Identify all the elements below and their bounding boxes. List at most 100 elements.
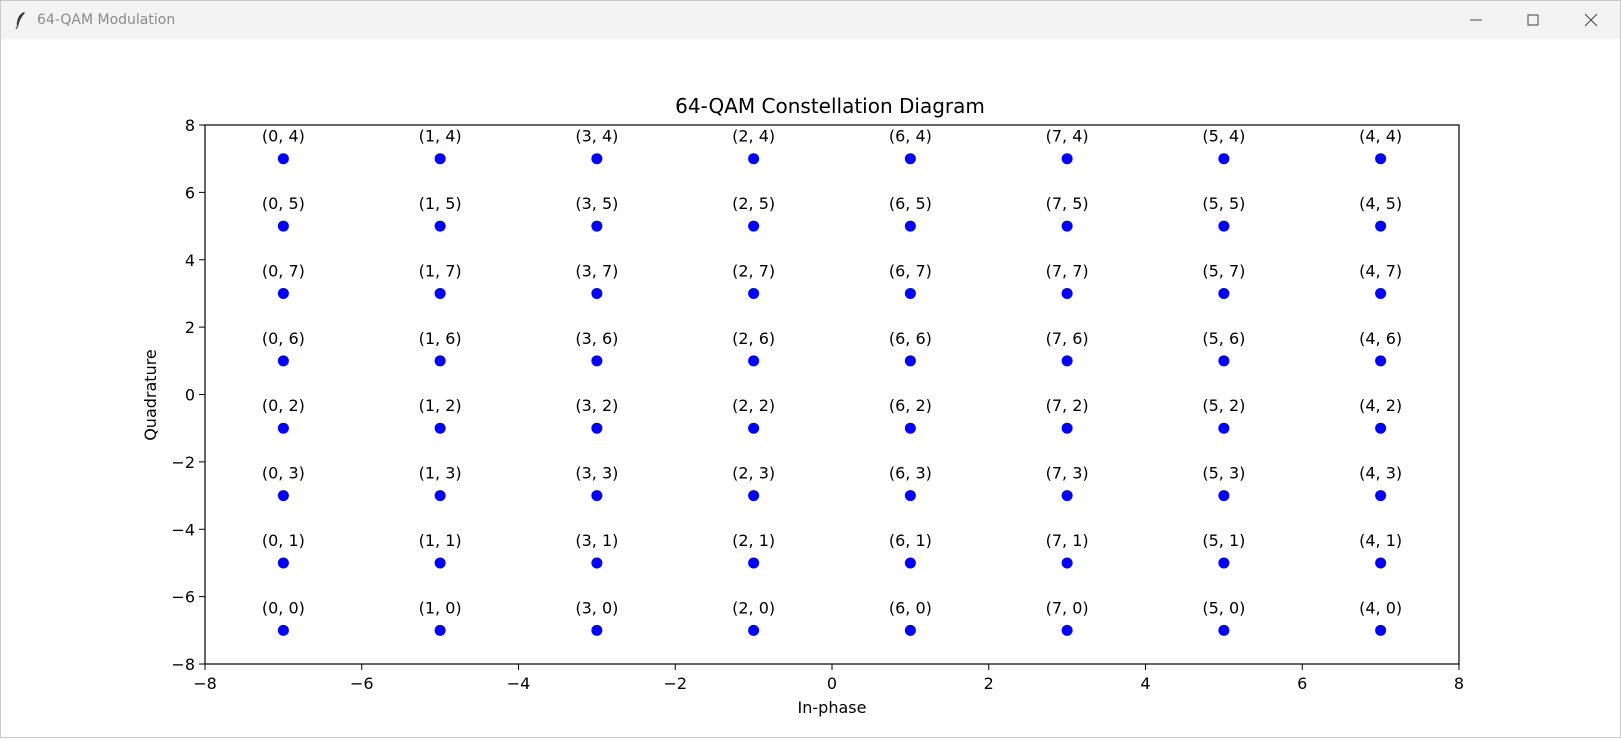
x-tick-label: −6	[350, 674, 374, 693]
point-label: (6, 3)	[889, 464, 932, 483]
data-point	[277, 220, 289, 232]
point-label: (3, 1)	[575, 531, 618, 550]
chart-marks: (0, 4) (1, 4) (3, 4) (2, 4) (6, 4) (7, 4) (5, …	[262, 127, 1402, 636]
point-label: (1, 4)	[419, 127, 462, 146]
data-point	[1061, 422, 1073, 434]
x-axis-label: In-phase	[798, 698, 867, 717]
point-label: (0, 5)	[262, 194, 305, 213]
point-label: (1, 3)	[419, 464, 462, 483]
point-label: (5, 2)	[1202, 396, 1245, 415]
y-tick-label: 0	[185, 386, 195, 405]
y-tick-label: 8	[185, 116, 195, 135]
data-point	[591, 490, 603, 502]
data-point	[1375, 153, 1387, 165]
point-label: (0, 4)	[262, 127, 305, 146]
data-point	[1061, 287, 1073, 299]
data-point	[591, 355, 603, 367]
point-label: (7, 5)	[1046, 194, 1089, 213]
axes-frame	[204, 124, 1460, 665]
point-label: (5, 7)	[1202, 261, 1245, 280]
data-point	[1375, 557, 1387, 569]
data-point	[748, 557, 760, 569]
point-label: (3, 5)	[575, 194, 618, 213]
data-point	[1375, 355, 1387, 367]
point-label: (6, 2)	[889, 396, 932, 415]
maximize-button[interactable]	[1504, 1, 1562, 39]
point-label: (6, 6)	[889, 329, 932, 348]
point-label: (5, 4)	[1202, 127, 1245, 146]
data-point	[277, 153, 289, 165]
data-point	[434, 557, 446, 569]
data-point	[1218, 490, 1230, 502]
point-label: (3, 6)	[575, 329, 618, 348]
data-point	[1218, 557, 1230, 569]
data-point	[1218, 355, 1230, 367]
data-point	[1061, 220, 1073, 232]
point-label: (6, 0)	[889, 598, 932, 617]
data-point	[591, 624, 603, 636]
data-point	[748, 220, 760, 232]
data-point	[748, 355, 760, 367]
close-button[interactable]	[1562, 1, 1620, 39]
point-label: (7, 1)	[1046, 531, 1089, 550]
data-point	[1061, 355, 1073, 367]
data-point	[904, 355, 916, 367]
point-label: (6, 7)	[889, 261, 932, 280]
point-label: (2, 3)	[732, 464, 775, 483]
point-label: (4, 7)	[1359, 261, 1402, 280]
data-point	[904, 624, 916, 636]
point-label: (7, 4)	[1046, 127, 1089, 146]
data-point	[277, 355, 289, 367]
data-point	[277, 422, 289, 434]
data-point	[1375, 624, 1387, 636]
point-label: (0, 7)	[262, 261, 305, 280]
data-point	[591, 153, 603, 165]
point-label: (5, 0)	[1202, 598, 1245, 617]
minimize-button[interactable]	[1447, 1, 1505, 39]
data-point	[591, 422, 603, 434]
y-tick-label: −8	[171, 655, 195, 674]
data-point	[277, 287, 289, 299]
y-axis-ticks: −8 −6 −4 −2 0 2 4 6 8	[171, 116, 205, 674]
point-label: (3, 2)	[575, 396, 618, 415]
point-label: (7, 3)	[1046, 464, 1089, 483]
data-point	[1375, 490, 1387, 502]
data-point	[904, 557, 916, 569]
point-label: (0, 3)	[262, 464, 305, 483]
close-icon	[1584, 13, 1598, 27]
data-point	[434, 355, 446, 367]
data-point	[591, 557, 603, 569]
point-label: (3, 7)	[575, 261, 618, 280]
data-point	[1375, 287, 1387, 299]
data-point	[1061, 153, 1073, 165]
y-tick-label: −2	[171, 453, 195, 472]
point-label: (1, 6)	[419, 329, 462, 348]
point-label: (3, 3)	[575, 464, 618, 483]
data-point	[904, 153, 916, 165]
y-tick-label: −6	[171, 588, 195, 607]
title-bar[interactable]: 64-QAM Modulation	[1, 1, 1620, 39]
point-label: (4, 2)	[1359, 396, 1402, 415]
data-point	[748, 287, 760, 299]
point-label: (4, 5)	[1359, 194, 1402, 213]
data-point	[1218, 153, 1230, 165]
data-point	[904, 422, 916, 434]
point-label: (5, 6)	[1202, 329, 1245, 348]
data-point	[748, 624, 760, 636]
y-axis-label: Quadrature	[141, 349, 160, 441]
point-label: (7, 7)	[1046, 261, 1089, 280]
data-point	[1061, 490, 1073, 502]
point-label: (2, 1)	[732, 531, 775, 550]
y-tick-label: 2	[185, 318, 195, 337]
data-point	[277, 557, 289, 569]
data-point	[748, 490, 760, 502]
y-tick-label: 6	[185, 183, 195, 202]
x-tick-label: 4	[1140, 674, 1150, 693]
point-label: (2, 7)	[732, 261, 775, 280]
data-point	[1218, 220, 1230, 232]
data-point	[748, 422, 760, 434]
point-label: (4, 4)	[1359, 127, 1402, 146]
data-point	[434, 153, 446, 165]
data-point	[434, 287, 446, 299]
